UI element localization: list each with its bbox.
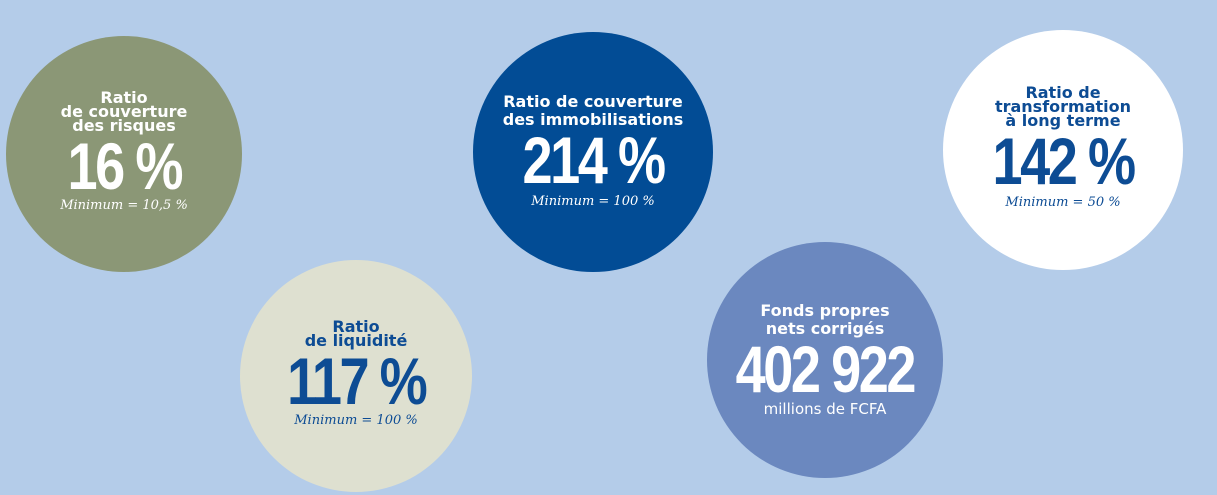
circle-label: de liquidité: [304, 331, 408, 350]
circle-label: transformation: [994, 97, 1132, 116]
ratio-circle: Ratio de couverture des immobilisations 21…: [473, 32, 713, 272]
circle-value: 16 %: [67, 129, 183, 203]
circle-unit: millions de FCFA: [763, 400, 887, 418]
circle-note: Minimum = 100 %: [294, 413, 418, 428]
circle-note: Minimum = 50 %: [1005, 195, 1121, 210]
circle-label: Ratio: [332, 317, 380, 336]
circle-value: 117 %: [286, 344, 428, 418]
circle-label: Ratio: [100, 88, 148, 107]
circle-label: des risques: [72, 116, 176, 135]
circle-label: Fonds propres: [760, 301, 890, 320]
circle-note: Minimum = 100 %: [531, 194, 655, 209]
circle-label: Ratio de couverture: [503, 92, 683, 111]
circle-value: 214 %: [522, 123, 666, 197]
ratio-circle: Ratio de liquidité 117 % Minimum = 100 %: [240, 260, 472, 492]
circle-label: de couverture: [60, 102, 188, 121]
circle-value: 402 922: [735, 332, 917, 406]
circle-label: Ratio de: [1025, 83, 1101, 102]
circle-value: 142 %: [992, 124, 1136, 198]
circle-note: Minimum = 10,5 %: [60, 198, 188, 213]
circle-label: des immobilisations: [502, 110, 684, 129]
ratio-circle: Ratio de transformation à long terme 142 % M…: [943, 30, 1183, 270]
circle-label: nets corrigés: [765, 319, 885, 338]
ratio-circle: Ratio de couverture des risques 16 % Minimum…: [6, 36, 242, 272]
circle-label: à long terme: [1005, 111, 1121, 130]
ratio-circle: Fonds propres nets corrigés 402 922 million…: [707, 242, 943, 478]
